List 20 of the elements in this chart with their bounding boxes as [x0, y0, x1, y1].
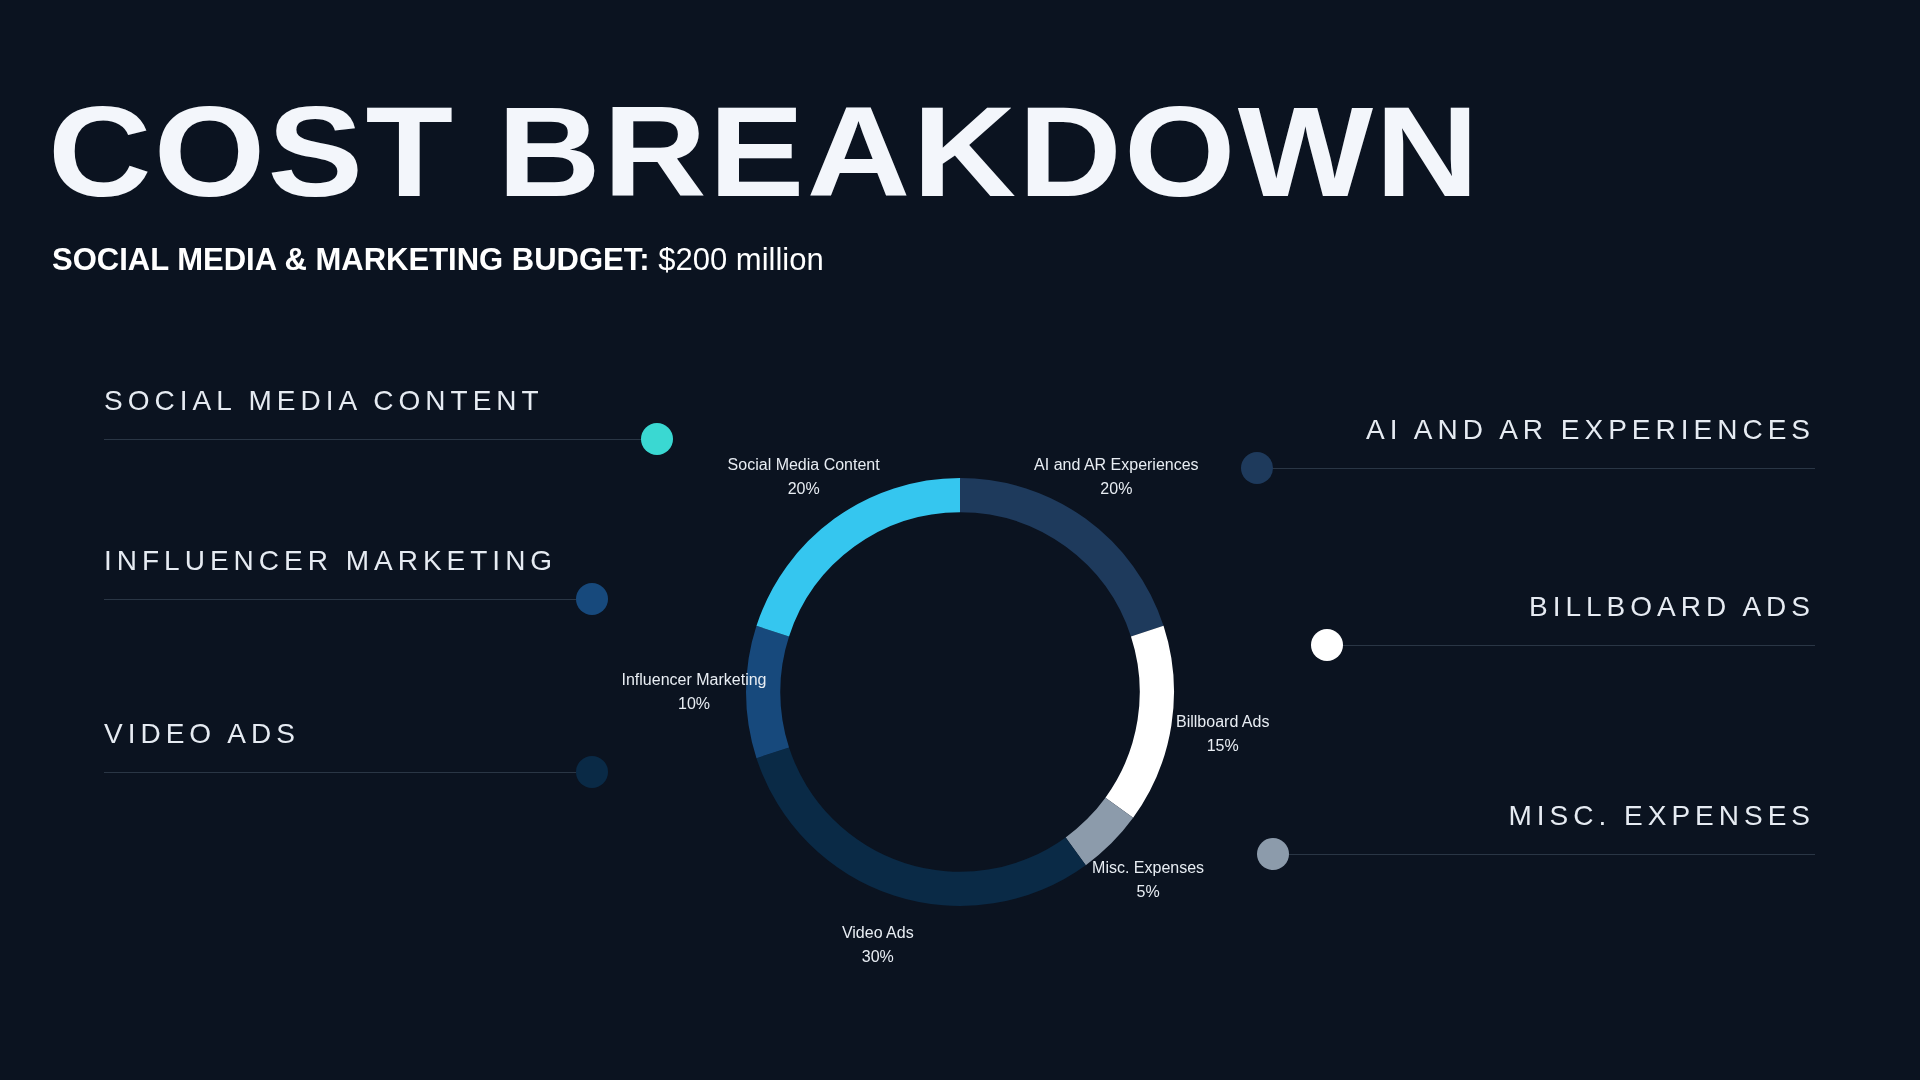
slice-label: Video Ads: [841, 924, 914, 942]
text: SOCIAL MEDIA CONTENT: [104, 385, 544, 417]
slice-label: AI and AR Experiences: [1034, 456, 1199, 474]
text: INFLUENCER MARKETING: [104, 545, 558, 577]
data-label: 20%: [787, 480, 820, 498]
data-label: 30%: [861, 948, 894, 966]
data-label: 10%: [677, 695, 711, 713]
data-label: 15%: [1206, 737, 1239, 755]
text: VIDEO ADS: [104, 718, 300, 750]
slice-label: Social Media Content: [727, 456, 881, 474]
text: AI AND AR EXPERIENCES: [1366, 414, 1815, 446]
slice-label: Misc. Expenses: [1092, 859, 1205, 877]
data-label: 20%: [1100, 480, 1133, 498]
chart-subtitle: SOCIAL MEDIA & MARKETING BUDGET: $200 million: [52, 242, 824, 278]
text: MISC. EXPENSES: [1508, 800, 1815, 832]
chart-title: COST BREAKDOWN: [48, 79, 1482, 225]
data-label: 5%: [1136, 883, 1160, 901]
slice-label: Influencer Marketing: [621, 671, 767, 689]
slice-label: Billboard Ads: [1176, 713, 1270, 731]
text: BILLBOARD ADS: [1529, 591, 1815, 623]
